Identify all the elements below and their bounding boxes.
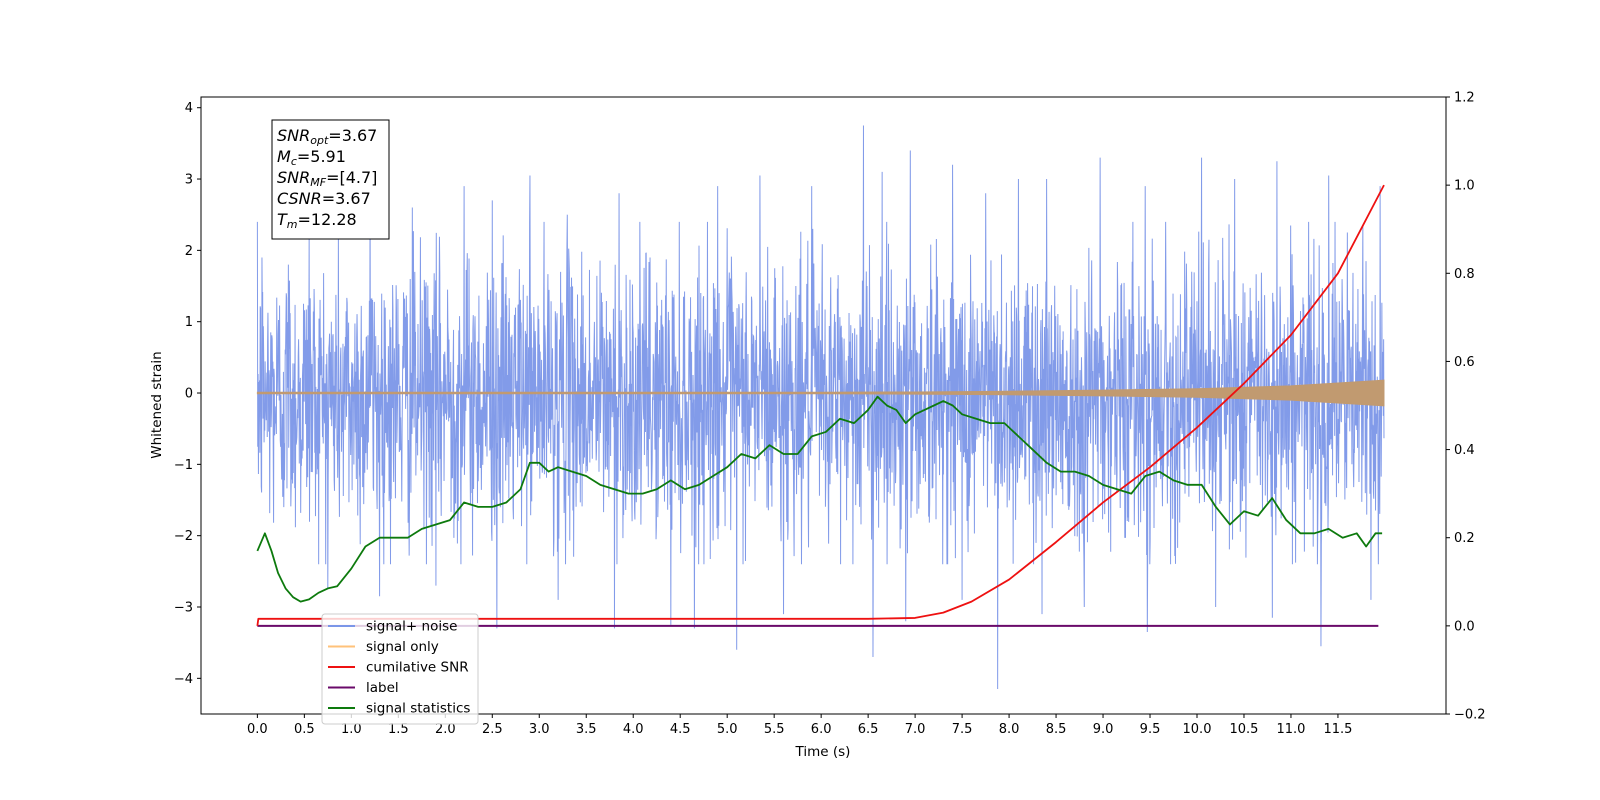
axes-frame xyxy=(200,96,1447,715)
y-tick-label: 3 xyxy=(185,173,193,188)
series-signal-only-area xyxy=(256,379,1385,407)
annotation-symbol: M xyxy=(277,147,291,166)
annotation-subscript: m xyxy=(287,218,298,231)
x-tick-label: 2.5 xyxy=(482,722,503,737)
y-tick-label: −1 xyxy=(174,458,193,473)
annotation-subscript: MF xyxy=(310,176,326,189)
annotation-value: =3.67 xyxy=(322,189,371,208)
x-tick-label: 0.0 xyxy=(247,722,268,737)
x-tick-label: 5.5 xyxy=(764,722,785,737)
x-tick-label: 11.5 xyxy=(1323,722,1352,737)
x-tick-label: 1.5 xyxy=(388,722,409,737)
annotation-value: =3.67 xyxy=(328,126,377,145)
y-tick-label: 0 xyxy=(185,387,193,402)
annotation-line: SNRMF=[4.7] xyxy=(277,168,377,189)
annotation-value: =12.28 xyxy=(298,210,357,229)
x-tick-label: 5.0 xyxy=(717,722,738,737)
legend-entry: signal only xyxy=(366,639,439,655)
annotation-line: SNRopt=3.67 xyxy=(277,126,377,147)
x-tick-label: 7.0 xyxy=(905,722,926,737)
y-axis-label: Whitened strain xyxy=(149,351,165,458)
annotation-value: =[4.7] xyxy=(326,168,377,187)
y-tick-label: −4 xyxy=(174,672,193,687)
series-cumulative-snr-line xyxy=(256,184,1385,626)
x-tick-label: 9.0 xyxy=(1093,722,1114,737)
x-tick-label: 3.5 xyxy=(576,722,597,737)
x-tick-label: 7.5 xyxy=(952,722,973,737)
legend-entry: cumilative SNR xyxy=(366,660,469,676)
x-axis-label: Time (s) xyxy=(795,744,851,760)
x-tick-label: 4.5 xyxy=(670,722,691,737)
annotation-value: =5.91 xyxy=(297,147,346,166)
x-tick-label: 1.0 xyxy=(341,722,362,737)
series-signal-statistics-line xyxy=(256,395,1383,603)
y2-tick-label: 0.8 xyxy=(1454,267,1475,282)
annotation-symbol: SNR xyxy=(277,126,310,145)
legend-entry: signal statistics xyxy=(366,701,470,717)
y2-tick-label: 1.2 xyxy=(1454,91,1475,106)
annotation-line: CSNR=3.67 xyxy=(277,189,371,208)
series-signal-noise-line xyxy=(256,125,1385,690)
annotation-symbol: SNR xyxy=(277,168,310,187)
x-tick-label: 0.5 xyxy=(294,722,315,737)
x-tick-label: 8.5 xyxy=(1046,722,1067,737)
y2-tick-label: 1.0 xyxy=(1454,179,1475,194)
legend: signal+ noise signal only cumilative SNR la… xyxy=(321,613,479,725)
annotation-line: Tm=12.28 xyxy=(277,210,357,231)
x-tick-label: 3.0 xyxy=(529,722,550,737)
y2-tick-label: −0.2 xyxy=(1454,708,1486,723)
x-tick-label: 6.5 xyxy=(858,722,879,737)
legend-frame xyxy=(321,613,479,725)
annotation-symbol: CSNR xyxy=(277,189,322,208)
x-tick-label: 4.0 xyxy=(623,722,644,737)
parameter-annotation-box: SNRopt=3.67Mc=5.91SNRMF=[4.7]CSNR=3.67Tm… xyxy=(271,119,390,240)
y-tick-label: −2 xyxy=(174,529,193,544)
y2-tick-label: 0.2 xyxy=(1454,531,1475,546)
annotation-symbol: T xyxy=(277,210,288,229)
annotation-subscript: c xyxy=(291,155,297,168)
x-tick-label: 2.0 xyxy=(435,722,456,737)
y-tick-label: 2 xyxy=(185,244,193,259)
x-tick-label: 10.0 xyxy=(1183,722,1212,737)
y-tick-label: 4 xyxy=(185,101,193,116)
annotation-subscript: opt xyxy=(310,134,329,147)
x-tick-label: 8.0 xyxy=(999,722,1020,737)
x-tick-label: 11.0 xyxy=(1276,722,1305,737)
x-tick-label: 6.0 xyxy=(811,722,832,737)
legend-entry: label xyxy=(366,680,399,696)
x-tick-label: 9.5 xyxy=(1140,722,1161,737)
y2-tick-label: 0.6 xyxy=(1454,355,1475,370)
legend-entry: signal+ noise xyxy=(366,619,457,635)
x-tick-label: 10.5 xyxy=(1230,722,1259,737)
y-tick-label: −3 xyxy=(174,601,193,616)
y2-tick-label: 0.0 xyxy=(1454,619,1475,634)
y-tick-label: 1 xyxy=(185,315,193,330)
annotation-frame xyxy=(271,119,390,240)
annotation-line: Mc=5.91 xyxy=(277,147,346,168)
y2-tick-label: 0.4 xyxy=(1454,443,1475,458)
